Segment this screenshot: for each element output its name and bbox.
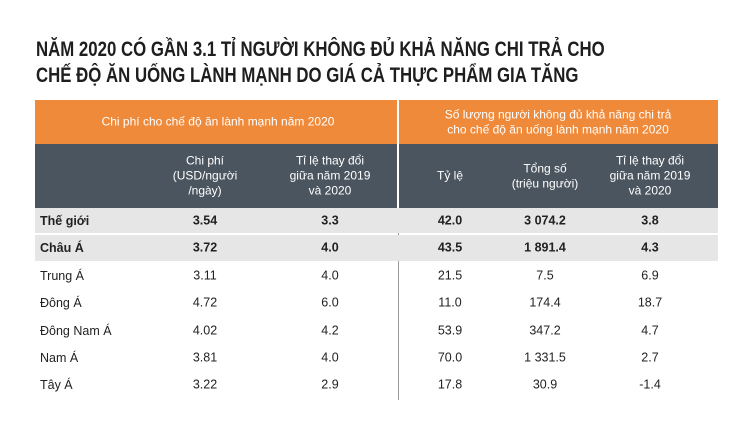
cell-value: -1.4 [639, 377, 661, 392]
column-header: (USD/người [172, 168, 238, 183]
column-header: và 2020 [628, 183, 672, 198]
cell-value: 4.02 [192, 323, 218, 338]
column-header: Tổng số [523, 161, 567, 175]
cell-value: 347.2 [529, 323, 561, 338]
cell-value: 1 331.5 [524, 350, 566, 365]
cell-value: 4.2 [321, 323, 339, 338]
cell-value: 4.7 [641, 323, 659, 338]
cell-value: 3.81 [192, 350, 218, 365]
cell-value: 7.5 [536, 268, 554, 283]
row-background [35, 208, 718, 233]
group-header-bar [35, 100, 718, 144]
header-divider [397, 100, 399, 208]
column-header: Chi phí [185, 153, 225, 168]
cell-value: 17.8 [437, 377, 463, 392]
cell-value: 18.7 [637, 295, 663, 310]
cell-value: 6.9 [641, 268, 659, 283]
cell-value: 4.0 [321, 350, 339, 365]
cell-value: 53.9 [437, 323, 463, 338]
cell-value: 3.3 [321, 213, 339, 227]
row-label: Đông Nam Á [40, 324, 112, 338]
column-header: Tỉ lệ thay đổi [295, 153, 365, 168]
column-header-bar [35, 144, 718, 208]
row-label: Trung Á [40, 269, 85, 283]
cell-value: 4.0 [321, 240, 339, 255]
body-divider [398, 208, 399, 400]
cell-value: 3.22 [192, 377, 218, 392]
row-label: Châu Á [40, 241, 84, 255]
column-header: (triệu người) [511, 176, 579, 190]
group-header: Số lượng người không đủ khả năng chi trả [444, 107, 672, 121]
cell-value: 21.5 [437, 268, 463, 283]
group-header: cho chế độ ăn uống lành mạnh năm 2020 [447, 122, 669, 136]
cell-value: 4.0 [321, 268, 339, 283]
row-label: Tây Á [40, 378, 73, 392]
column-header: Tỷ lệ [436, 168, 464, 183]
title-line: NĂM 2020 CÓ GẦN 3.1 TỈ NGƯỜI KHÔNG ĐỦ KH… [36, 38, 605, 61]
title-line: CHẾ ĐỘ ĂN UỐNG LÀNH MẠNH DO GIÁ CẢ THỰC … [36, 64, 579, 87]
cell-value: 2.7 [641, 350, 659, 365]
row-label: Thế giới [40, 213, 90, 228]
cell-value: 1 891.4 [524, 240, 566, 255]
cell-value: 3.11 [193, 268, 217, 283]
cell-value: 2.9 [321, 377, 339, 392]
cell-value: 3.8 [641, 213, 659, 227]
row-label: Nam Á [40, 351, 79, 365]
cell-value: 4.72 [192, 295, 218, 310]
row-label: Đông Á [40, 296, 82, 310]
cell-value: 4.3 [641, 240, 659, 255]
cell-value: 3.72 [192, 240, 218, 255]
group-header: Chi phí cho chế độ ăn lành mạnh năm 2020 [101, 114, 335, 129]
cell-value: 3.54 [192, 213, 218, 227]
cell-value: 70.0 [437, 350, 463, 365]
column-header: và 2020 [308, 183, 352, 198]
cell-value: 43.5 [437, 240, 463, 255]
column-header: /ngày) [188, 183, 222, 198]
cell-value: 3 074.2 [524, 213, 566, 227]
cell-value: 30.9 [532, 377, 558, 392]
cell-value: 42.0 [437, 213, 463, 227]
cell-value: 6.0 [321, 295, 339, 310]
row-background [35, 235, 718, 261]
column-header: giữa năm 2019 [609, 168, 691, 183]
column-header: Tỉ lệ thay đổi [615, 153, 685, 168]
column-header: giữa năm 2019 [289, 168, 371, 183]
cell-value: 174.4 [529, 295, 561, 310]
cell-value: 11.0 [438, 295, 462, 310]
